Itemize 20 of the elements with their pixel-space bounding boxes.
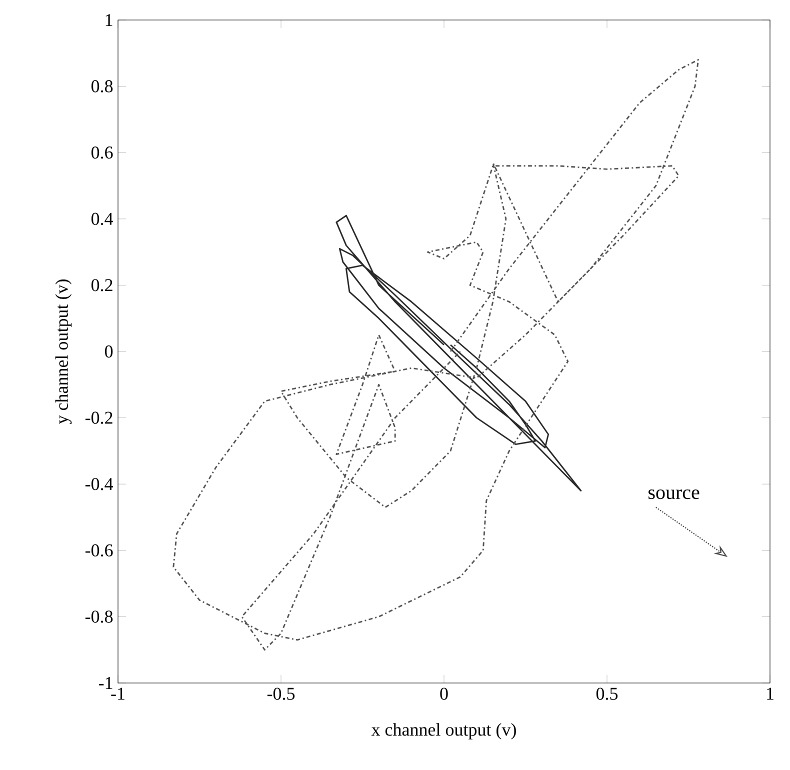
y-tick-label: -0.8 — [85, 610, 113, 623]
y-tick-label: 0.6 — [91, 146, 113, 159]
annotation: source — [648, 489, 700, 500]
y-axis-title: y channel output (v) — [55, 280, 72, 424]
y-tick-label: -0.4 — [85, 478, 114, 490]
x-tick-label: 0 — [440, 688, 448, 700]
x-tick-label: 1 — [767, 688, 774, 700]
x-tick-label: 0.5 — [596, 688, 618, 700]
y-tick-label: -0.2 — [85, 412, 112, 424]
x-axis-title: x channel output (v) — [371, 723, 516, 740]
line-series — [336, 214, 582, 492]
y-tick-label: -0.6 — [85, 544, 113, 557]
y-tick-label: 1 — [106, 14, 112, 26]
line-series — [172, 59, 700, 651]
y-tick-label: 0 — [104, 345, 113, 358]
y-tick-label: -1 — [98, 677, 112, 689]
y-tick-label: 0.8 — [91, 80, 113, 92]
y-tick-label: 0.2 — [91, 279, 112, 292]
y-tick-label: 0.4 — [91, 212, 114, 226]
x-tick-label: -0.5 — [267, 688, 295, 700]
